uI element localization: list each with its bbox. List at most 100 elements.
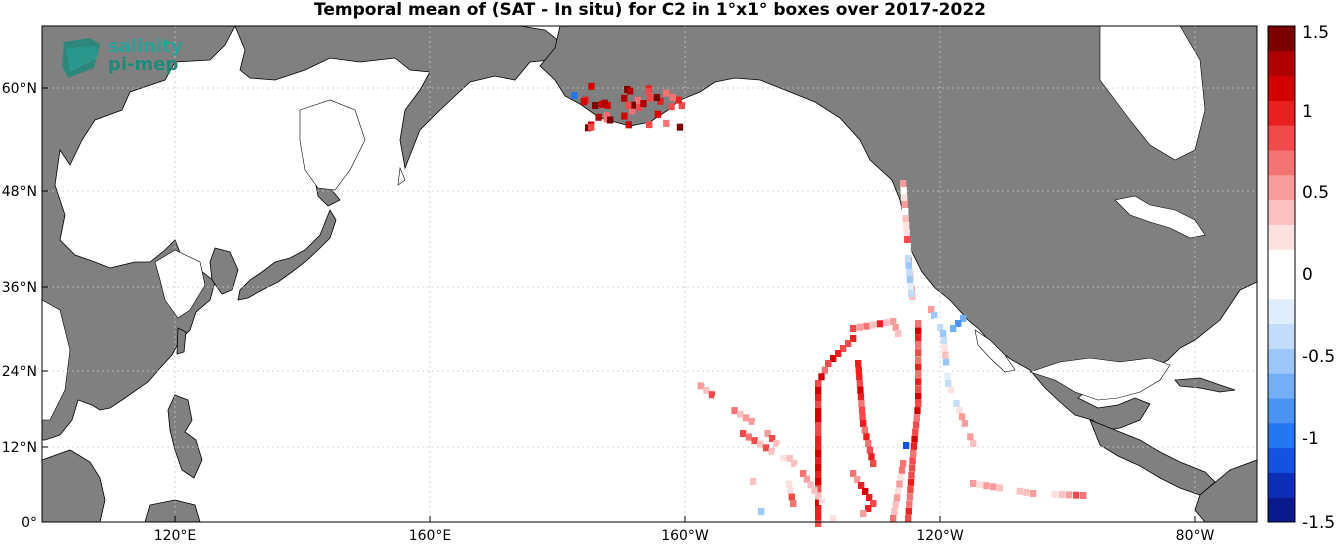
data-cell <box>1080 492 1087 499</box>
data-cell <box>815 387 822 394</box>
land-indonesia-2 <box>144 499 201 523</box>
colorbar-swatch <box>1268 249 1295 275</box>
data-cell <box>818 373 825 381</box>
colorbar-swatch <box>1268 224 1295 250</box>
data-cell <box>876 320 884 328</box>
data-cell <box>725 403 733 411</box>
data-cell <box>915 320 922 327</box>
data-cell <box>983 482 990 490</box>
data-cell <box>815 492 822 500</box>
data-cell <box>815 429 822 436</box>
data-cell <box>862 488 869 495</box>
data-cell <box>903 229 910 236</box>
data-cell <box>942 358 950 366</box>
data-cell <box>850 470 857 477</box>
data-cell <box>768 435 776 442</box>
data-cell <box>676 123 684 131</box>
data-cell <box>915 327 922 335</box>
data-cell <box>893 494 901 502</box>
data-cell <box>909 457 916 465</box>
data-cell <box>791 460 798 467</box>
land-japan <box>237 209 337 301</box>
colorbar-label: -1.5 <box>1302 513 1335 533</box>
data-cell <box>1051 490 1058 498</box>
data-cell <box>768 447 775 455</box>
data-cell <box>903 222 910 229</box>
data-cell <box>908 464 916 472</box>
data-cell <box>757 440 764 448</box>
data-cell <box>907 283 914 290</box>
data-cell <box>863 433 870 441</box>
data-cell <box>915 334 922 342</box>
data-cell <box>931 312 938 319</box>
x-tick-label: 120°E <box>154 528 197 544</box>
y-tick-label: 60°N <box>2 81 37 97</box>
data-cell <box>1058 491 1065 499</box>
data-cell <box>795 465 802 472</box>
land-korea <box>209 247 239 295</box>
land-taiwan <box>176 327 187 355</box>
data-cell <box>762 444 770 452</box>
data-cell <box>901 194 908 201</box>
data-cell <box>815 471 822 478</box>
data-cell <box>731 407 738 415</box>
data-cell <box>856 323 864 331</box>
data-cell <box>625 121 632 129</box>
data-cell <box>902 215 909 222</box>
data-cell <box>866 494 873 501</box>
logo-text-pi-mep: pi-mep <box>108 54 179 75</box>
data-cell <box>821 366 829 374</box>
colorbar-swatch <box>1268 373 1295 399</box>
data-cell <box>858 482 865 489</box>
data-cell <box>944 372 951 380</box>
data-cell <box>915 400 922 407</box>
data-cell <box>915 341 922 349</box>
data-cell <box>900 187 907 194</box>
data-cell <box>896 480 903 488</box>
data-cell <box>745 433 753 441</box>
colorbar-swatch <box>1268 274 1295 300</box>
data-cell <box>905 262 912 269</box>
data-cell <box>675 96 682 104</box>
data-cell <box>964 426 971 434</box>
data-cell <box>928 306 935 313</box>
data-cell <box>815 520 822 527</box>
data-cell <box>782 450 789 457</box>
data-cell <box>815 499 822 506</box>
data-cell <box>668 103 675 111</box>
colorbar-frame <box>1267 25 1296 523</box>
data-cell <box>737 410 744 418</box>
data-cell <box>754 421 761 429</box>
great-lakes <box>1114 195 1206 239</box>
data-cell <box>907 478 915 486</box>
colorbar-label: 0 <box>1302 265 1313 285</box>
data-cell <box>901 201 908 208</box>
data-cell <box>902 208 909 215</box>
x-tick-label: 80°W <box>1176 528 1215 544</box>
data-cell <box>580 98 588 106</box>
data-cell <box>571 92 578 99</box>
data-cell <box>857 386 864 394</box>
data-cell <box>910 442 918 450</box>
data-cell <box>906 269 913 276</box>
data-cell <box>905 515 912 522</box>
data-cell <box>906 500 913 508</box>
data-cell <box>815 380 822 387</box>
map-frame <box>41 25 1258 523</box>
data-cell <box>815 513 822 520</box>
data-cell <box>912 428 919 436</box>
data-cell <box>603 115 611 123</box>
data-cell <box>892 501 899 509</box>
data-cell <box>947 386 955 394</box>
data-cell <box>908 471 915 479</box>
data-cell <box>625 101 632 109</box>
data-cell <box>785 480 793 488</box>
data-cell <box>678 102 685 110</box>
data-cell <box>914 407 921 415</box>
data-cell <box>1010 486 1017 494</box>
data-cell <box>940 337 948 345</box>
data-cell <box>860 420 867 427</box>
data-cell <box>855 366 862 374</box>
data-cell <box>758 508 765 515</box>
